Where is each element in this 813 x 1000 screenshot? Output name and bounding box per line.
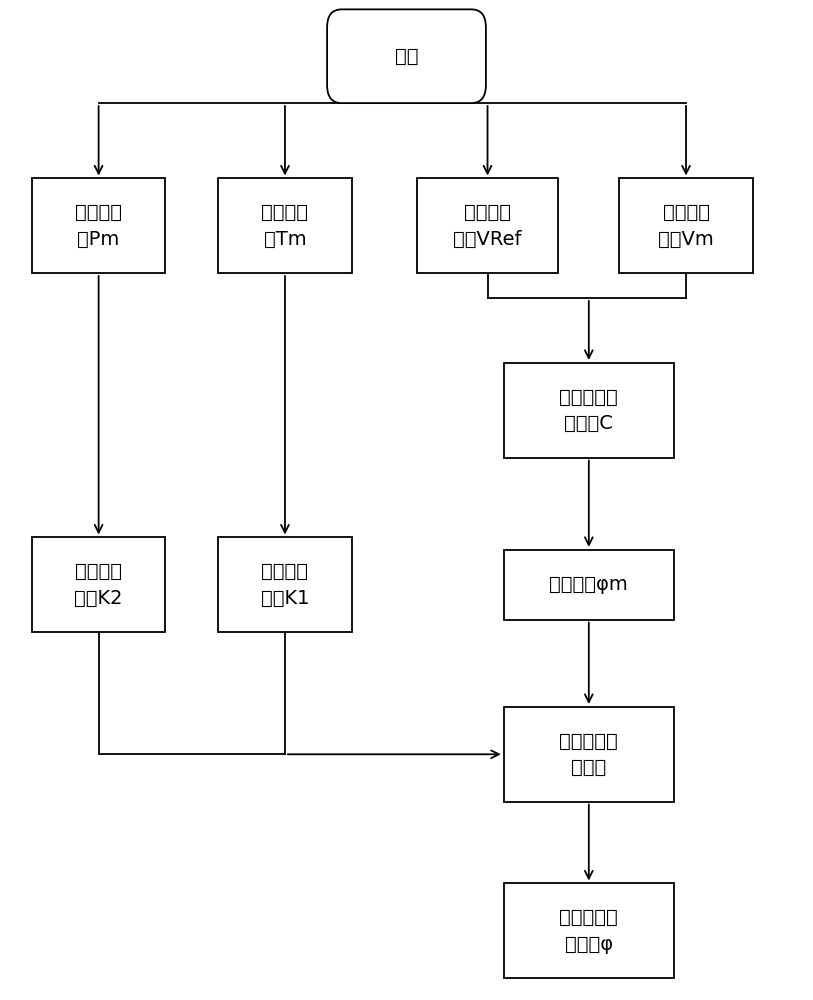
Text: 读入参比
电压VRef: 读入参比 电压VRef — [454, 203, 522, 249]
Bar — [416, 178, 559, 273]
Bar — [504, 363, 674, 458]
Bar — [504, 550, 674, 620]
Bar — [504, 883, 674, 978]
Text: 进行温度气
压补偿: 进行温度气 压补偿 — [559, 732, 618, 777]
Text: 得到浓度信
息变量C: 得到浓度信 息变量C — [559, 387, 618, 433]
Bar — [32, 178, 166, 273]
Text: 读入温度
值Tm: 读入温度 值Tm — [262, 203, 308, 249]
Bar — [504, 707, 674, 802]
FancyBboxPatch shape — [327, 9, 486, 103]
Text: 读入气压
值Pm: 读入气压 值Pm — [75, 203, 122, 249]
Bar — [218, 178, 352, 273]
Text: 输出补偿后
的浓度φ: 输出补偿后 的浓度φ — [559, 908, 618, 954]
Bar — [32, 537, 166, 632]
Text: 开始: 开始 — [395, 47, 418, 66]
Text: 计算浓度φm: 计算浓度φm — [550, 575, 628, 594]
Text: 读入测量
电压Vm: 读入测量 电压Vm — [659, 203, 714, 249]
Bar — [218, 537, 352, 632]
Text: 计算温度
系数K1: 计算温度 系数K1 — [261, 562, 309, 608]
Bar — [620, 178, 753, 273]
Text: 计算气压
系数K2: 计算气压 系数K2 — [74, 562, 123, 608]
